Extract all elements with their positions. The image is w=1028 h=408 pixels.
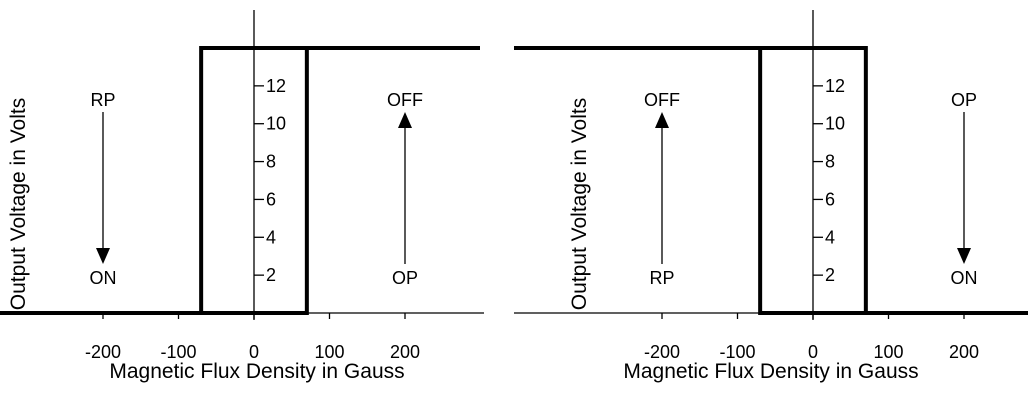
x-tick-label: 0 — [808, 342, 818, 362]
x-tick-label: 100 — [873, 342, 903, 362]
annotation-top-label: OP — [951, 90, 977, 110]
annotation-bottom-label: RP — [649, 268, 674, 288]
annotation-top-label: OFF — [644, 90, 680, 110]
y-tick-label: 8 — [266, 152, 276, 172]
x-tick-label: 100 — [314, 342, 344, 362]
y-tick-label: 2 — [825, 265, 835, 285]
y-tick-label: 10 — [825, 114, 845, 134]
annotation-arrowhead — [957, 248, 971, 264]
x-tick-label: -200 — [644, 342, 680, 362]
annotation-top-label: RP — [90, 90, 115, 110]
y-tick-label: 6 — [825, 189, 835, 209]
y-tick-label: 4 — [825, 227, 835, 247]
x-axis-label-left: Magnetic Flux Density in Gauss — [109, 360, 405, 383]
x-tick-label: 0 — [249, 342, 259, 362]
y-tick-label: 10 — [266, 114, 286, 134]
series-line-2 — [0, 46, 480, 315]
y-axis-label-wrap-right: Output Voltage in Volts — [565, 0, 595, 408]
chart-right: 2 4 6 8 10 12 -200 -100 0 100 200 OFF RP OP ON Output … — [514, 0, 1028, 408]
annotation-arrowhead — [398, 112, 412, 128]
annotation-bottom-label: ON — [90, 268, 117, 288]
annotation-arrowhead — [655, 112, 669, 128]
x-tick-label: -100 — [160, 342, 196, 362]
y-tick-label: 12 — [266, 76, 286, 96]
annotation-bottom-label: ON — [951, 268, 978, 288]
y-axis-label-wrap-left: Output Voltage in Volts — [4, 0, 34, 408]
x-tick-label: -100 — [719, 342, 755, 362]
annotation-bottom-label: OP — [392, 268, 418, 288]
y-tick-label: 2 — [266, 265, 276, 285]
x-axis-label-right: Magnetic Flux Density in Gauss — [623, 360, 919, 383]
y-tick-label: 6 — [266, 189, 276, 209]
x-tick-label: 200 — [390, 342, 420, 362]
y-tick-label: 4 — [266, 227, 276, 247]
plot-area-right: 2 4 6 8 10 12 -200 -100 0 100 200 OFF RP OP ON — [514, 10, 1028, 362]
y-tick-label: 8 — [825, 152, 835, 172]
y-axis-label-left: Output Voltage in Volts — [7, 97, 30, 311]
y-axis-label-right: Output Voltage in Volts — [568, 97, 591, 311]
annotation-top-label: OFF — [387, 90, 423, 110]
series-line-2 — [514, 46, 1028, 315]
x-tick-label: 200 — [949, 342, 979, 362]
chart-left: 2 4 6 8 10 12 -200 -100 0 100 200 RP ON OFF OP Output … — [0, 0, 484, 408]
x-tick-label: -200 — [85, 342, 121, 362]
plot-area-left: 2 4 6 8 10 12 -200 -100 0 100 200 RP ON OFF OP — [0, 10, 484, 362]
y-tick-label: 12 — [825, 76, 845, 96]
annotation-arrowhead — [96, 248, 110, 264]
